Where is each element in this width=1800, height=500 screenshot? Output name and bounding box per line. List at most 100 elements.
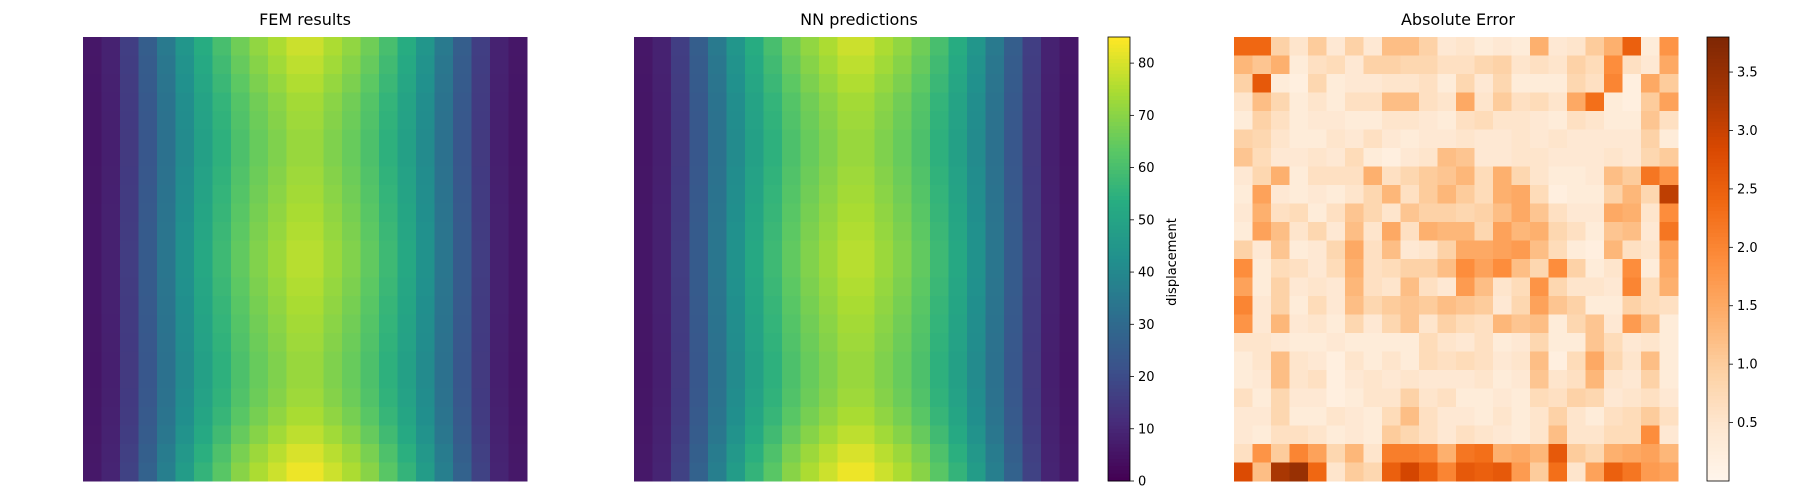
- heatmap-cell: [1234, 203, 1253, 223]
- heatmap-cell: [1363, 148, 1383, 167]
- fem-results-title: FEM results: [259, 10, 351, 29]
- heatmap-cell: [212, 37, 232, 56]
- heatmap-cell: [416, 277, 435, 297]
- colorbar-segment: [1707, 292, 1729, 297]
- heatmap-cell: [83, 462, 102, 482]
- colorbar-segment: [1108, 355, 1130, 360]
- heatmap-cell: [1604, 259, 1623, 278]
- heatmap-cell: [634, 259, 653, 278]
- heatmap-cell: [1604, 111, 1623, 130]
- heatmap-cell: [985, 388, 1005, 408]
- heatmap-cell: [305, 148, 324, 167]
- heatmap-cell: [1382, 314, 1401, 334]
- heatmap-cell: [1641, 203, 1660, 223]
- heatmap-cell: [874, 277, 894, 297]
- heatmap-cell: [1548, 166, 1568, 186]
- heatmap-cell: [1493, 277, 1512, 297]
- heatmap-cell: [1659, 462, 1679, 482]
- heatmap-cell: [856, 259, 875, 278]
- heatmap-cell: [323, 166, 343, 186]
- heatmap-cell: [1382, 222, 1401, 241]
- colorbar-segment: [1707, 262, 1729, 267]
- heatmap-cell: [1437, 462, 1457, 482]
- colorbar-segment: [1108, 333, 1130, 338]
- heatmap-cell: [1474, 370, 1494, 389]
- heatmap-cell: [1308, 333, 1327, 352]
- heatmap-cell: [689, 425, 709, 445]
- heatmap-cell: [231, 407, 250, 426]
- heatmap-cell: [1530, 388, 1549, 408]
- heatmap-cell: [453, 314, 472, 334]
- heatmap-cell: [763, 129, 783, 149]
- heatmap-cell: [671, 277, 690, 297]
- heatmap-cell: [138, 296, 158, 315]
- heatmap-cell: [856, 111, 875, 130]
- heatmap-cell: [305, 388, 324, 408]
- heatmap-cell: [967, 222, 986, 241]
- heatmap-cell: [453, 55, 472, 75]
- heatmap-cell: [1456, 74, 1475, 93]
- heatmap-cell: [930, 370, 949, 389]
- heatmap-cell: [726, 222, 746, 241]
- heatmap-cell: [1437, 37, 1457, 56]
- heatmap-cell: [360, 166, 380, 186]
- heatmap-cell: [634, 314, 653, 334]
- heatmap-cell: [138, 462, 158, 482]
- heatmap-cell: [360, 462, 380, 482]
- colorbar-segment: [1108, 288, 1130, 293]
- heatmap-cell: [286, 129, 306, 149]
- heatmap-cell: [1493, 166, 1512, 186]
- heatmap-cell: [268, 111, 287, 130]
- heatmap-cell: [1437, 129, 1457, 149]
- heatmap-cell: [323, 333, 343, 352]
- colorbar-segment: [1108, 225, 1130, 230]
- colorbar-segment: [1108, 403, 1130, 408]
- heatmap-cell: [689, 314, 709, 334]
- heatmap-cell: [175, 462, 195, 482]
- colorbar-segment: [1707, 310, 1729, 316]
- heatmap-cell: [1382, 111, 1401, 130]
- heatmap-cell: [1271, 370, 1290, 389]
- heatmap-cell: [1641, 462, 1660, 482]
- heatmap-cell: [342, 111, 361, 130]
- heatmap-cell: [1641, 259, 1660, 278]
- heatmap-cell: [1641, 407, 1660, 426]
- heatmap-cell: [726, 314, 746, 334]
- heatmap-cell: [342, 166, 361, 186]
- heatmap-cell: [101, 259, 121, 278]
- heatmap-cell: [434, 92, 454, 112]
- heatmap-cell: [453, 407, 472, 426]
- heatmap-cell: [157, 74, 176, 93]
- heatmap-cell: [508, 222, 528, 241]
- heatmap-cell: [689, 74, 709, 93]
- colorbar-segment: [1108, 277, 1130, 282]
- heatmap-cell: [323, 129, 343, 149]
- heatmap-cell: [726, 74, 746, 93]
- heatmap-cell: [1022, 111, 1042, 130]
- heatmap-cell: [1585, 185, 1605, 204]
- heatmap-cell: [1041, 444, 1060, 463]
- heatmap-cell: [819, 92, 838, 112]
- heatmap-cell: [1622, 407, 1642, 426]
- heatmap-cell: [893, 92, 912, 112]
- heatmap-cell: [1511, 277, 1531, 297]
- colorbar-segment: [1707, 233, 1729, 238]
- colorbar-segment: [1108, 325, 1130, 330]
- colorbar-segment: [1108, 262, 1130, 267]
- heatmap-cell: [1622, 388, 1642, 408]
- heatmap-cell: [874, 351, 894, 371]
- colorbar-segment: [1108, 458, 1130, 464]
- heatmap-cell: [1548, 55, 1568, 75]
- heatmap-cell: [175, 444, 195, 463]
- heatmap-cell: [342, 388, 361, 408]
- heatmap-cell: [1234, 259, 1253, 278]
- heatmap-cell: [689, 351, 709, 371]
- heatmap-cell: [763, 185, 783, 204]
- heatmap-cell: [1041, 333, 1060, 352]
- heatmap-cell: [1659, 314, 1679, 334]
- heatmap-cell: [689, 111, 709, 130]
- heatmap-cell: [819, 166, 838, 186]
- colorbar-segment: [1707, 477, 1729, 482]
- heatmap-cell: [1400, 203, 1420, 223]
- heatmap-cell: [1252, 333, 1272, 352]
